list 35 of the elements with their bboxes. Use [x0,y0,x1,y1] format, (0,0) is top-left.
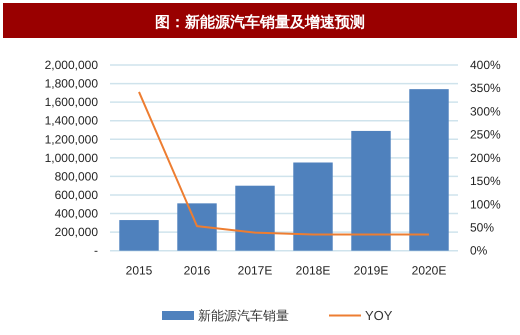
y-tick-label: - [94,244,98,258]
bar [119,220,159,251]
y2-tick-label: 200% [470,150,502,165]
y-tick-label: 200,000 [54,225,98,240]
y-tick-label: 2,000,000 [44,58,98,72]
y-tick-label: 1,600,000 [44,95,98,110]
x-tick-label: 2018E [296,264,330,278]
y2-tick-label: 300% [470,104,502,118]
x-tick-label: 2020E [412,264,446,278]
legend-label: YOY [365,308,393,323]
y-tick-label: 800,000 [54,169,98,184]
y2-tick-label: 0% [470,244,488,258]
x-tick-label: 2015 [126,264,153,278]
chart-title: 图：新能源汽车销量及增速预测 [155,13,365,31]
y-tick-label: 1,400,000 [44,114,98,128]
y2-tick-label: 150% [470,174,502,188]
bar [293,162,333,251]
legend-label: 新能源汽车销量 [198,308,289,323]
y2-tick-label: 250% [470,128,502,142]
y-tick-label: 400,000 [54,206,98,221]
y2-tick-label: 50% [470,220,494,234]
y2-tick-label: 100% [470,197,502,212]
bar [409,89,449,251]
y-tick-label: 600,000 [54,188,98,202]
y-tick-label: 1,800,000 [44,76,98,91]
y2-tick-label: 400% [470,58,502,72]
x-tick-label: 2019E [354,264,388,278]
bar [235,186,275,251]
y-tick-label: 1,000,000 [44,150,98,165]
x-tick-label: 2016 [184,264,211,278]
bar [351,130,391,251]
bar [177,203,217,251]
y-tick-label: 1,200,000 [44,132,98,146]
x-tick-label: 2017E [238,264,272,278]
y2-tick-label: 350% [470,81,502,96]
